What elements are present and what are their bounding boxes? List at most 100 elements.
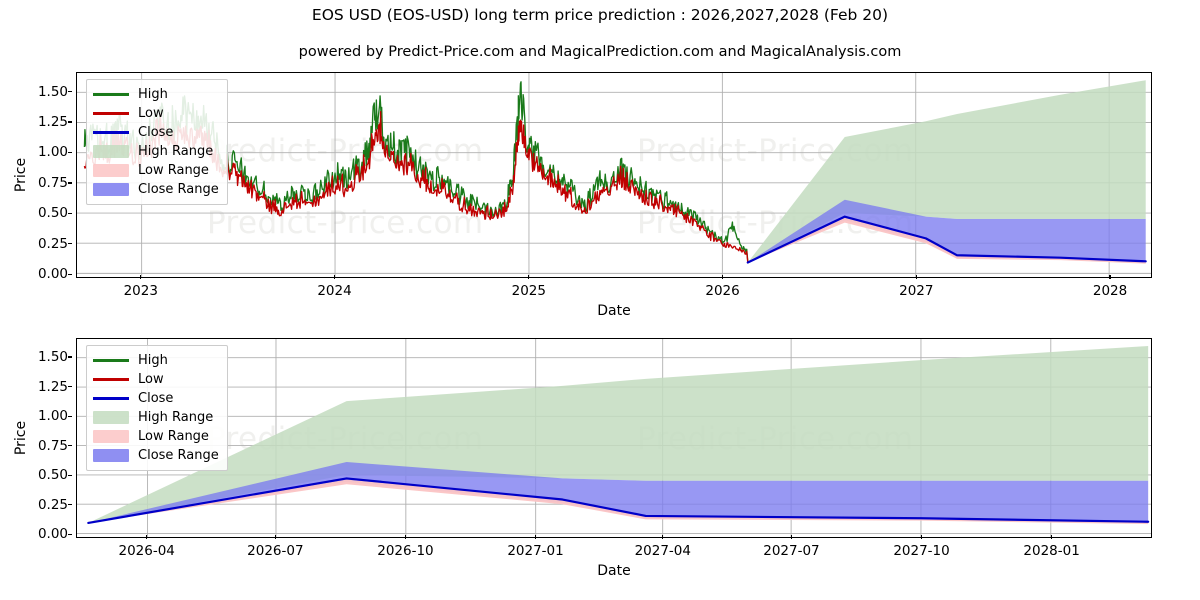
legend-label: Close [138, 391, 174, 406]
chart-top-xlabel: Date [597, 303, 631, 319]
legend-item-high[interactable]: High [93, 85, 219, 104]
legend-label: Close Range [138, 182, 219, 197]
legend-swatch-close-icon [93, 127, 129, 139]
y-tick-label: 0.25 [37, 235, 68, 252]
x-tick-label: 2026-10 [377, 543, 434, 559]
x-tick-mark [534, 535, 537, 539]
legend-label: High Range [138, 410, 214, 425]
figure-subtitle: powered by Predict-Price.com and Magical… [298, 44, 902, 60]
legend-swatch-low-icon [93, 374, 129, 386]
legend-item-low[interactable]: Low [93, 370, 219, 389]
legend-label: Low [138, 106, 164, 121]
y-tick-label: 0.50 [37, 205, 68, 222]
legend-item-close[interactable]: Close [93, 389, 219, 408]
y-tick-label: 0.00 [37, 266, 68, 283]
chart-bottom-xaxis: 2026-04 2026-07 2026-10 2027-01 2027-04 2027-… [76, 535, 1152, 561]
chart-bottom-canvas [77, 339, 1151, 537]
chart-bottom-yaxis: 0.00 0.25 0.50 0.75 1.00 1.25 1.50 [0, 338, 72, 542]
y-tick-mark [68, 445, 72, 447]
x-tick-mark [1051, 535, 1053, 539]
x-tick-label: 2026-07 [247, 543, 304, 559]
y-tick-label: 1.00 [37, 144, 68, 161]
legend-item-high[interactable]: High [93, 351, 219, 370]
y-tick-mark [68, 243, 72, 245]
chart-top-legend: High Low Close High Range Low Range Close Ran… [86, 79, 228, 205]
chart-top-yaxis: 0.00 0.25 0.50 0.75 1.00 1.25 1.50 [0, 72, 72, 282]
chart-top-xaxis: 2023 2024 2025 2026 2027 2028 [76, 275, 1152, 301]
x-tick-label: 2028 [1092, 283, 1128, 299]
x-tick-mark [920, 535, 923, 539]
legend-item-high-range[interactable]: High Range [93, 142, 219, 161]
y-tick-label: 1.25 [37, 113, 68, 130]
legend-label: Low Range [138, 429, 209, 444]
x-tick-label: 2027-04 [634, 543, 691, 559]
x-tick-label: 2026-04 [118, 543, 175, 559]
legend-swatch-high-range-icon [93, 145, 129, 158]
y-tick-label: 1.00 [37, 408, 68, 425]
x-tick-mark [140, 275, 142, 279]
legend-label: High [138, 353, 168, 368]
legend-label: Close [138, 125, 174, 140]
x-tick-mark [146, 535, 148, 539]
legend-swatch-high-range-icon [93, 411, 129, 424]
legend-swatch-high-icon [93, 89, 129, 101]
chart-top-plot-area: Predict-Price.com Predict-Price.com Predic… [76, 72, 1152, 278]
y-tick-label: 1.50 [37, 83, 68, 100]
y-tick-label: 1.25 [37, 378, 68, 395]
y-tick-mark [68, 273, 72, 275]
legend-swatch-low-icon [93, 108, 129, 120]
x-tick-mark [721, 275, 724, 279]
y-tick-label: 0.50 [37, 467, 68, 484]
legend-item-close-range[interactable]: Close Range [93, 446, 219, 465]
y-tick-label: 0.75 [37, 437, 68, 454]
x-tick-mark [1109, 275, 1111, 279]
y-tick-label: 1.50 [37, 348, 68, 365]
y-tick-mark [68, 504, 72, 506]
legend-swatch-close-range-icon [93, 183, 129, 196]
figure-title: EOS USD (EOS-USD) long term price predic… [311, 6, 889, 24]
y-tick-mark [68, 90, 72, 93]
legend-item-close-range[interactable]: Close Range [93, 180, 219, 199]
x-tick-mark [333, 275, 336, 279]
legend-label: High Range [138, 144, 214, 159]
legend-swatch-close-range-icon [93, 449, 129, 462]
legend-label: Close Range [138, 448, 219, 463]
x-tick-label: 2027 [899, 283, 934, 299]
x-tick-mark [662, 535, 664, 539]
legend-swatch-close-icon [93, 393, 129, 405]
x-tick-mark [790, 535, 793, 539]
x-tick-mark [528, 275, 530, 279]
x-tick-mark [274, 535, 276, 539]
legend-item-low-range[interactable]: Low Range [93, 427, 219, 446]
legend-label: Low [138, 372, 164, 387]
legend-item-low-range[interactable]: Low Range [93, 161, 219, 180]
chart-bottom-legend: High Low Close High Range Low Range Close Ran… [86, 345, 228, 471]
x-tick-label: 2027-01 [507, 543, 564, 559]
x-tick-label: 2023 [123, 283, 158, 299]
x-tick-label: 2027-07 [763, 543, 820, 559]
x-tick-label: 2025 [511, 283, 546, 299]
y-tick-label: 0.25 [37, 496, 68, 513]
y-tick-mark [68, 474, 72, 476]
x-tick-mark [915, 275, 917, 279]
y-tick-mark [68, 356, 72, 358]
y-tick-label: 0.75 [37, 174, 68, 191]
legend-label: Low Range [138, 163, 209, 178]
x-tick-label: 2028-01 [1023, 543, 1080, 559]
chart-bottom-xlabel: Date [597, 563, 631, 579]
legend-item-close[interactable]: Close [93, 123, 219, 142]
legend-label: High [138, 87, 168, 102]
legend-item-low[interactable]: Low [93, 104, 219, 123]
chart-top-ylabel: Price [13, 157, 29, 193]
legend-swatch-high-icon [93, 355, 129, 367]
x-tick-label: 2027-10 [893, 543, 950, 559]
y-tick-mark [68, 533, 72, 536]
x-tick-label: 2024 [317, 283, 352, 299]
chart-bottom-ylabel: Price [13, 420, 29, 456]
legend-item-high-range[interactable]: High Range [93, 408, 219, 427]
y-tick-mark [68, 385, 72, 388]
y-tick-label: 0.00 [37, 526, 68, 543]
legend-swatch-low-range-icon [93, 430, 129, 443]
x-tick-mark [404, 535, 407, 539]
